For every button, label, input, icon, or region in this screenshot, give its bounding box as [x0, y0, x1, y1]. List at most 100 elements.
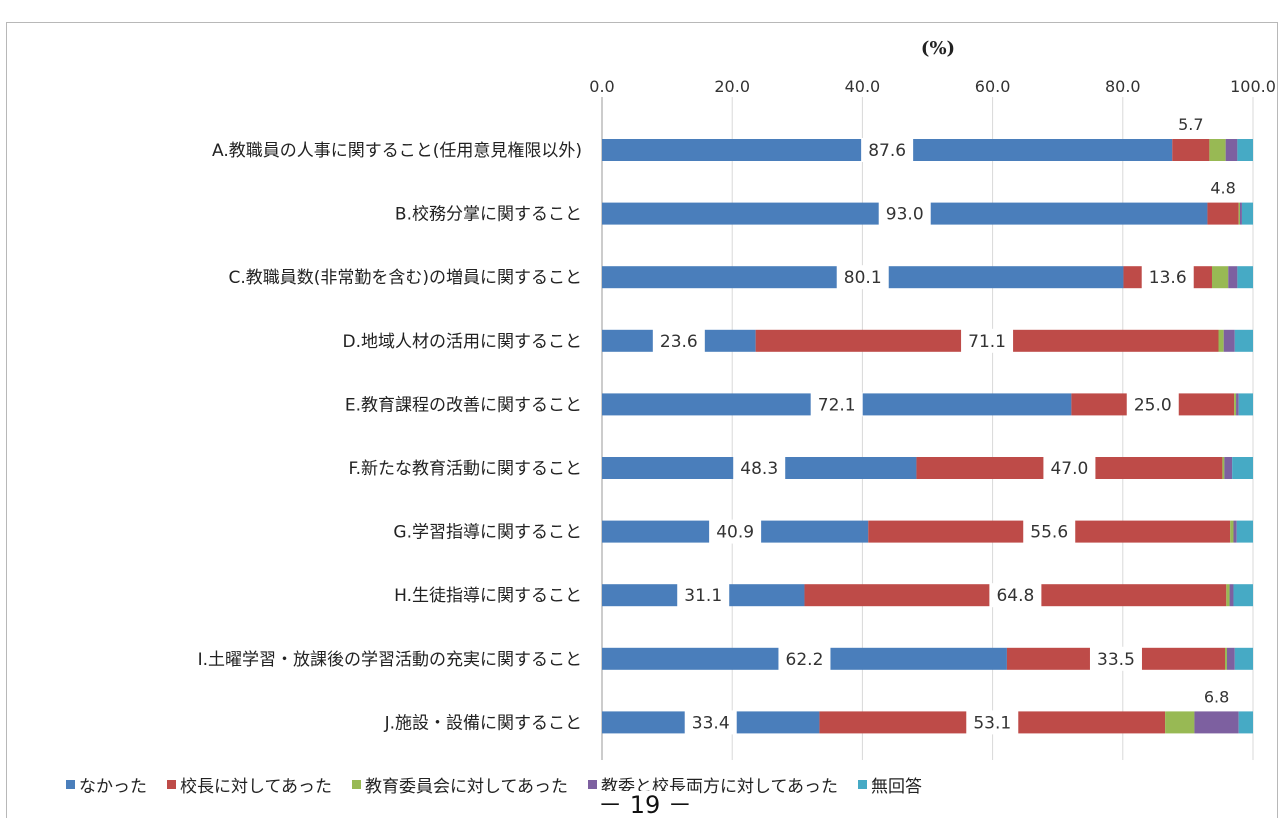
bar-segment [1233, 584, 1253, 607]
legend-label: 無回答 [870, 777, 922, 797]
data-label: 64.8 [996, 586, 1034, 606]
bar-segment [1230, 520, 1234, 543]
bar-segment [1238, 711, 1253, 734]
x-tick-label: 40.0 [845, 77, 881, 96]
bar-segment [1238, 202, 1240, 225]
x-tick-label: 60.0 [975, 77, 1011, 96]
chart-legend: なかった 校長に対してあった 教育委員会に対してあった 教委と校長両方に対してあった無… [66, 772, 922, 797]
data-label: 93.0 [886, 205, 924, 225]
data-labels: 87.6 5.7 93.0 4.8 80.1 13.6 23.6 71.1 72.1 25.0 48… [652, 115, 1236, 735]
category-label: E.教育課程の改善に関すること [345, 395, 582, 415]
data-label: 33.5 [1097, 650, 1135, 670]
category-label: A.教職員の人事に関すること(任用意見権限以外) [212, 141, 582, 161]
bar-segment [1194, 711, 1239, 734]
data-label: 25.0 [1134, 395, 1172, 415]
data-label: 33.4 [692, 713, 730, 733]
data-label: 55.6 [1030, 523, 1068, 543]
bar-segment [1225, 139, 1238, 161]
category-label: J.施設・設備に関すること [384, 713, 582, 733]
bar-segment [1218, 329, 1224, 352]
bar-segment [1207, 202, 1239, 225]
data-label-background [778, 646, 831, 671]
data-label: 47.0 [1050, 459, 1088, 479]
bar-segment [1236, 520, 1253, 543]
legend-label: なかった [79, 777, 147, 797]
data-label-background [684, 710, 737, 735]
x-tick-label: 20.0 [714, 77, 750, 96]
category-label: B.校務分掌に関すること [395, 205, 582, 225]
category-label: D.地域人材の活用に関すること [343, 332, 583, 352]
bar-segment [1239, 202, 1242, 225]
x-axis-tick-labels: 0.0 20.0 40.0 60.0 80.0 100.0 [589, 77, 1276, 96]
legend-swatch [857, 780, 867, 789]
category-labels: A.教職員の人事に関すること(任用意見権限以外) B.校務分掌に関すること C.教職… [198, 141, 582, 733]
bar-segment [1234, 329, 1253, 352]
data-label-background [709, 519, 762, 544]
data-label: 6.8 [1204, 687, 1229, 706]
bar-segment [1237, 139, 1253, 161]
legend-label: 校長に対してあった [180, 777, 332, 797]
data-label-background [961, 328, 1014, 353]
category-label: C.教職員数(非常勤を含む)の増員に関すること [228, 268, 582, 288]
data-label: 72.1 [818, 395, 856, 415]
x-tick-label: 0.0 [589, 77, 614, 96]
bar-segment [1229, 584, 1234, 607]
bar-segment [1232, 457, 1253, 479]
data-label: 71.1 [968, 332, 1006, 352]
data-label: 62.2 [786, 650, 824, 670]
data-label-background [1089, 646, 1142, 671]
data-label-background [966, 710, 1019, 735]
data-label-background [810, 392, 863, 417]
data-label-background [989, 583, 1042, 608]
data-label: 5.7 [1178, 115, 1203, 134]
chart-frame [6, 22, 1278, 818]
bar-segment [1226, 584, 1230, 607]
bar-segment [1238, 393, 1253, 416]
data-label-background [677, 583, 730, 608]
data-label: 53.1 [973, 713, 1011, 733]
data-label: 13.6 [1149, 268, 1187, 288]
bar-segment [1233, 520, 1237, 543]
cropped-page-heading [0, 0, 1284, 22]
bar-segment [1234, 647, 1253, 670]
data-label-background [1141, 265, 1194, 290]
bar-segment [1228, 266, 1238, 289]
bar-segment [1222, 457, 1225, 479]
category-label: F.新たな教育活動に関すること [349, 459, 582, 479]
bar-segment [1209, 139, 1226, 161]
bar-segment [1241, 202, 1253, 225]
data-label-background [1043, 456, 1096, 480]
legend-item: 教育委員会に対してあった [351, 772, 568, 797]
data-label-background [652, 328, 705, 353]
axis-unit-label: (%) [921, 38, 955, 59]
bar-segment [1236, 393, 1239, 416]
data-label: 48.3 [740, 459, 778, 479]
legend-swatch [66, 780, 75, 789]
data-label-background [1023, 519, 1076, 544]
legend-swatch [587, 780, 597, 789]
data-label: 4.8 [1210, 179, 1235, 198]
bar-segment [1234, 393, 1237, 416]
data-label: 31.1 [684, 586, 722, 606]
data-label-background [861, 138, 914, 162]
data-label-background [1126, 392, 1179, 417]
legend-swatch [167, 780, 176, 789]
data-label-background [878, 201, 931, 226]
bar-segment [1211, 266, 1229, 289]
category-label: H.生徒指導に関すること [394, 586, 582, 606]
data-label: 80.1 [844, 268, 882, 288]
data-label-background [836, 265, 889, 290]
x-tick-label: 80.0 [1105, 77, 1141, 96]
bar-segment [1226, 647, 1235, 670]
data-label: 40.9 [716, 523, 754, 543]
legend-item: 校長に対してあった [167, 772, 332, 797]
legend-label: 教育委員会に対してあった [364, 777, 568, 797]
bar-segments [602, 139, 1253, 734]
x-tick-label: 100.0 [1230, 77, 1276, 96]
page-number: － 19 － [590, 791, 700, 819]
bar-segment [1165, 711, 1195, 734]
data-label-background [733, 456, 786, 480]
data-label: 23.6 [660, 332, 698, 352]
